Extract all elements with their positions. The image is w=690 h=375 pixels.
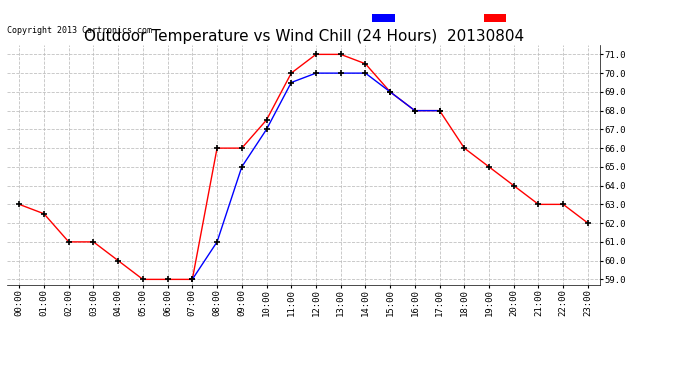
- Title: Outdoor Temperature vs Wind Chill (24 Hours)  20130804: Outdoor Temperature vs Wind Chill (24 Ho…: [83, 29, 524, 44]
- Legend: Wind Chill  (°F), Temperature  (°F): Wind Chill (°F), Temperature (°F): [373, 14, 600, 23]
- Text: Copyright 2013 Cartronics.com: Copyright 2013 Cartronics.com: [7, 26, 152, 35]
